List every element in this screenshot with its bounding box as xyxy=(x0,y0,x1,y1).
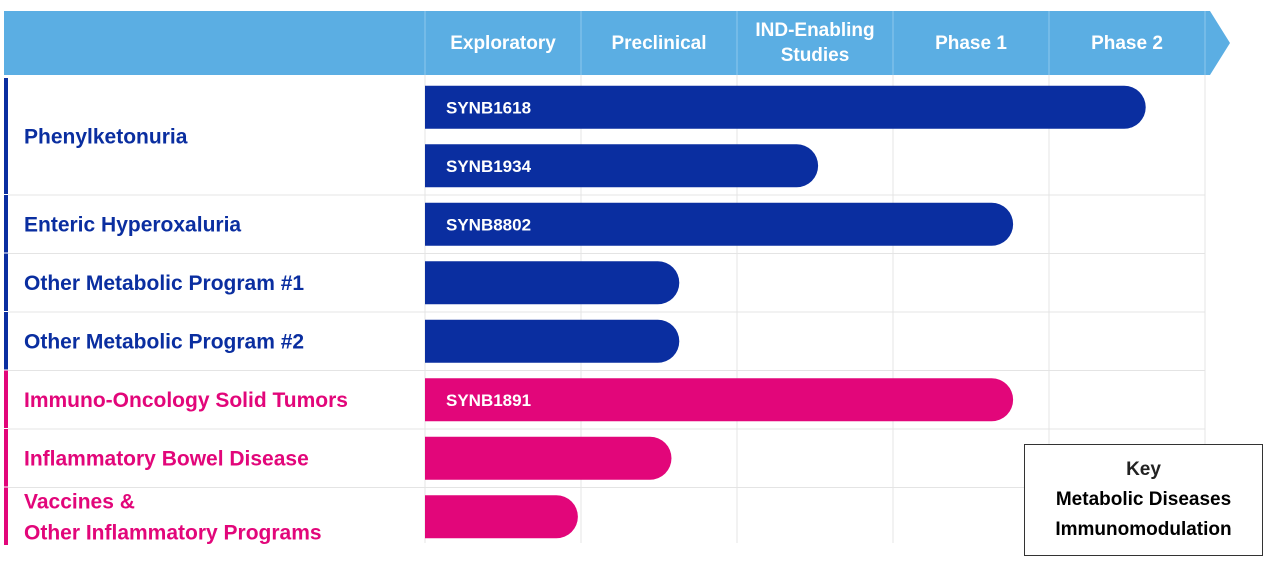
legend-title: Key xyxy=(1126,459,1161,480)
stage-label-line: Phase 1 xyxy=(935,33,1007,54)
legend-item-immuno: Immunomodulation xyxy=(1055,519,1232,540)
header-arrow xyxy=(4,11,1230,75)
stage-label-line: Phase 2 xyxy=(1091,33,1163,54)
row-label-line: Enteric Hyperoxaluria xyxy=(24,213,241,236)
row-label-line: Inflammatory Bowel Disease xyxy=(24,447,309,470)
row-label: Other Metabolic Program #1 xyxy=(24,272,304,295)
row-accent xyxy=(4,253,8,311)
row-label: Phenylketonuria xyxy=(24,126,188,149)
program-bar xyxy=(425,436,672,480)
row-label-line: Vaccines & xyxy=(24,490,135,513)
row-label: Other Metabolic Program #2 xyxy=(24,330,304,353)
stage-label: Preclinical xyxy=(611,33,706,54)
program-bar xyxy=(425,261,680,305)
program-label: SYNB8802 xyxy=(446,215,531,234)
program-bar xyxy=(425,378,1014,422)
program-bar xyxy=(425,144,819,188)
program-label: SYNB1891 xyxy=(446,391,531,410)
program-bar xyxy=(425,202,1014,246)
row-label: Vaccines & Other Inflammatory Programs xyxy=(24,490,322,544)
program-label: SYNB1934 xyxy=(446,157,532,176)
stage-label-line: Studies xyxy=(781,45,850,66)
program-bar xyxy=(425,495,578,539)
legend-item-metabolic: Metabolic Diseases xyxy=(1055,489,1232,510)
row-label: Enteric Hyperoxaluria xyxy=(24,213,241,236)
stage-label: IND-Enabling Studies xyxy=(755,20,874,66)
row-label-line: Other Metabolic Program #2 xyxy=(24,330,304,353)
stage-label: Phase 2 xyxy=(1091,33,1163,54)
row-label: Immuno-Oncology Solid Tumors xyxy=(24,389,348,412)
stage-label-line: Exploratory xyxy=(450,33,556,54)
stage-label: Exploratory xyxy=(450,33,556,54)
row-accent xyxy=(4,78,8,194)
program-bar xyxy=(425,319,680,363)
row-accent xyxy=(4,312,8,370)
row-accent xyxy=(4,370,8,428)
row-label-line: Other Metabolic Program #1 xyxy=(24,272,304,295)
stage-label-line: IND-Enabling xyxy=(755,20,874,41)
stage-label-line: Preclinical xyxy=(611,33,706,54)
row-accent xyxy=(4,429,8,487)
row-label: Inflammatory Bowel Disease xyxy=(24,447,309,470)
row-accent xyxy=(4,195,8,253)
legend-key: Key Metabolic Diseases Immunomodulation xyxy=(1024,444,1263,556)
row-label-line: Other Inflammatory Programs xyxy=(24,521,322,544)
row-accent xyxy=(4,487,8,545)
row-label-line: Immuno-Oncology Solid Tumors xyxy=(24,389,348,412)
program-label: SYNB1618 xyxy=(446,98,531,117)
program-bar xyxy=(425,85,1146,129)
row-label-line: Phenylketonuria xyxy=(24,126,188,149)
stage-label: Phase 1 xyxy=(935,33,1007,54)
